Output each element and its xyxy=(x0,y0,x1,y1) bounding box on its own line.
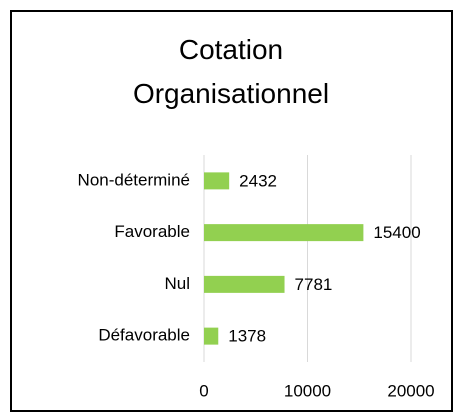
y-tick-label: Défavorable xyxy=(98,326,190,345)
y-tick-label: Favorable xyxy=(114,222,190,241)
x-tick-label: 20000 xyxy=(387,381,434,400)
bar xyxy=(204,327,219,345)
chart-title: Cotation Organisationnel xyxy=(132,34,330,109)
y-tick-label: Non-déterminé xyxy=(78,170,190,189)
bar xyxy=(204,172,230,190)
x-tick-label: 10000 xyxy=(284,381,331,400)
data-label: 15400 xyxy=(373,223,420,242)
x-tick-label: 0 xyxy=(199,381,208,400)
bar xyxy=(204,275,285,293)
chart-frame xyxy=(10,10,453,412)
data-label: 2432 xyxy=(239,171,277,190)
bar xyxy=(204,224,364,242)
data-label: 1378 xyxy=(228,327,266,346)
y-tick-label: Nul xyxy=(164,274,190,293)
data-label: 7781 xyxy=(295,275,333,294)
